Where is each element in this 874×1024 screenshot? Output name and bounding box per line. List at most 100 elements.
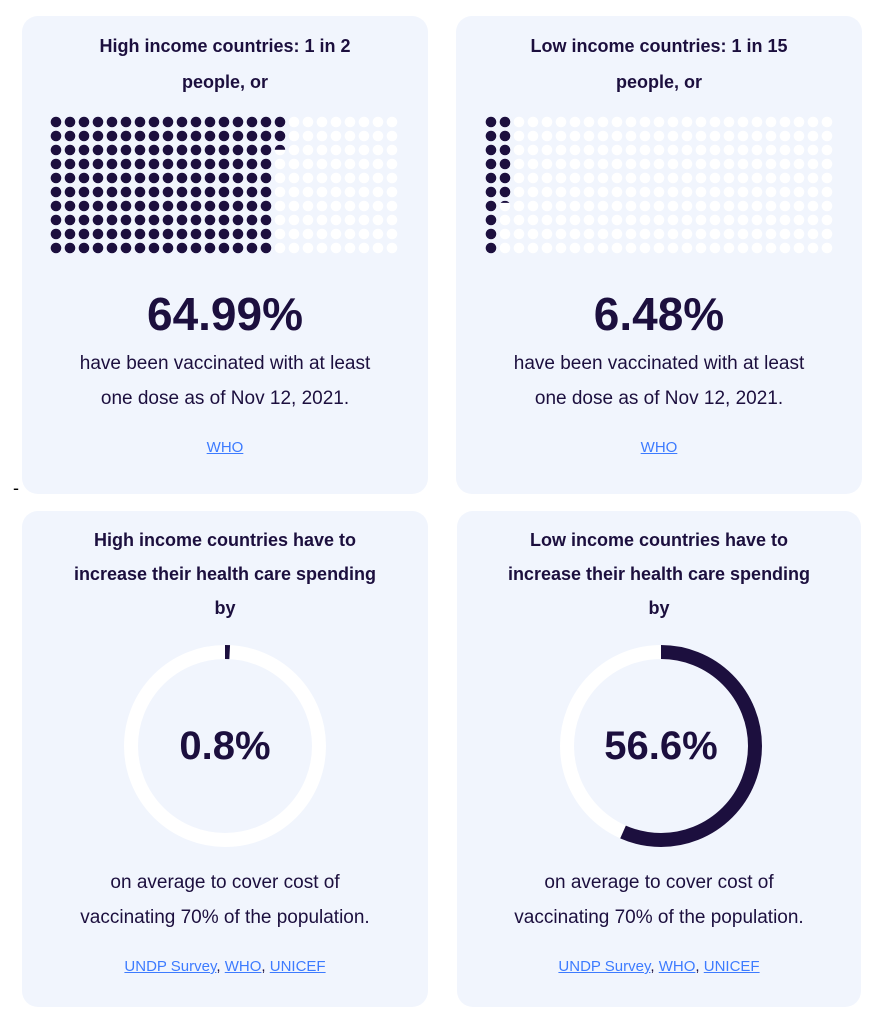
dot-filled: [78, 214, 90, 226]
dot-empty: [344, 172, 356, 184]
dot-filled: [92, 130, 104, 142]
source-link-unicef[interactable]: UNICEF: [269, 958, 326, 975]
source-link-who[interactable]: WHO: [224, 958, 262, 975]
dot-empty: [499, 200, 511, 212]
dot-filled: [499, 144, 511, 156]
dot-filled: [162, 158, 174, 170]
dot-empty: [807, 172, 819, 184]
dot-filled: [148, 116, 160, 128]
vaccination-percentage: 6.48%: [593, 288, 725, 340]
dot-filled: [106, 186, 118, 198]
dot-filled: [204, 158, 216, 170]
dot-empty: [555, 158, 567, 170]
waffle-chart: [485, 116, 833, 254]
dot-empty: [639, 228, 651, 240]
dot-filled: [64, 186, 76, 198]
dot-filled: [190, 158, 202, 170]
dot-filled: [50, 116, 62, 128]
dot-filled: [162, 228, 174, 240]
source-link-unicef[interactable]: UNICEF: [703, 958, 760, 975]
dot-filled: [260, 242, 272, 254]
dot-empty: [316, 144, 328, 156]
dot-filled: [204, 130, 216, 142]
dot-empty: [625, 172, 637, 184]
dot-empty: [639, 144, 651, 156]
dot-empty: [274, 242, 286, 254]
dot-filled: [485, 200, 497, 212]
dot-empty: [316, 228, 328, 240]
dot-empty: [372, 200, 384, 212]
dot-empty: [681, 158, 693, 170]
dot-empty: [555, 228, 567, 240]
dot-empty: [274, 228, 286, 240]
dot-empty: [274, 158, 286, 170]
dot-empty: [569, 130, 581, 142]
dot-empty: [541, 144, 553, 156]
card-high-income-spending: High income countries have to increase t…: [22, 511, 428, 1007]
dot-filled: [64, 116, 76, 128]
dot-empty: [611, 144, 623, 156]
dot-empty: [386, 144, 398, 156]
dot-filled: [78, 186, 90, 198]
dot-filled: [120, 158, 132, 170]
dot-empty: [513, 228, 525, 240]
dot-empty: [667, 116, 679, 128]
dot-filled: [78, 242, 90, 254]
dot-empty: [681, 172, 693, 184]
dot-filled: [246, 228, 258, 240]
source-link-who[interactable]: WHO: [206, 439, 244, 456]
dot-empty: [316, 242, 328, 254]
dot-empty: [793, 242, 805, 254]
dot-empty: [527, 214, 539, 226]
source-link-undp-survey[interactable]: UNDP Survey: [124, 958, 217, 975]
dot-empty: [793, 200, 805, 212]
dot-empty: [344, 130, 356, 142]
dot-filled: [260, 130, 272, 142]
dot-filled: [162, 200, 174, 212]
dot-empty: [737, 214, 749, 226]
dot-empty: [793, 144, 805, 156]
card-description: on average to cover cost of vaccinating …: [514, 872, 804, 928]
dot-filled: [190, 116, 202, 128]
dot-empty: [639, 200, 651, 212]
dot-empty: [555, 186, 567, 198]
dot-filled: [106, 172, 118, 184]
dot-empty: [288, 130, 300, 142]
dot-empty: [302, 228, 314, 240]
source-links: WHO: [456, 438, 862, 458]
source-link-who[interactable]: WHO: [640, 439, 678, 456]
dot-filled: [485, 116, 497, 128]
dot-empty: [499, 228, 511, 240]
dot-filled: [50, 200, 62, 212]
dot-empty: [765, 172, 777, 184]
dot-empty: [302, 158, 314, 170]
dot-empty: [653, 130, 665, 142]
dot-empty: [358, 242, 370, 254]
dot-empty: [765, 228, 777, 240]
dot-filled: [485, 242, 497, 254]
dot-empty: [653, 144, 665, 156]
card-description: have been vaccinated with at least one d…: [79, 353, 371, 409]
dot-empty: [779, 242, 791, 254]
dot-empty: [541, 228, 553, 240]
dot-empty: [611, 186, 623, 198]
source-link-who[interactable]: WHO: [658, 958, 696, 975]
dot-filled: [190, 214, 202, 226]
dot-empty: [709, 130, 721, 142]
dot-filled: [499, 158, 511, 170]
dot-filled: [120, 116, 132, 128]
dot-empty: [274, 172, 286, 184]
dot-empty: [807, 158, 819, 170]
dot-filled: [78, 158, 90, 170]
dot-empty: [597, 172, 609, 184]
dot-empty: [751, 116, 763, 128]
dot-empty: [386, 116, 398, 128]
dot-empty: [583, 214, 595, 226]
dot-empty: [288, 200, 300, 212]
dot-filled: [64, 158, 76, 170]
dot-filled: [232, 200, 244, 212]
dot-filled: [204, 144, 216, 156]
dot-empty: [751, 158, 763, 170]
source-link-undp-survey[interactable]: UNDP Survey: [558, 958, 651, 975]
dot-empty: [386, 130, 398, 142]
